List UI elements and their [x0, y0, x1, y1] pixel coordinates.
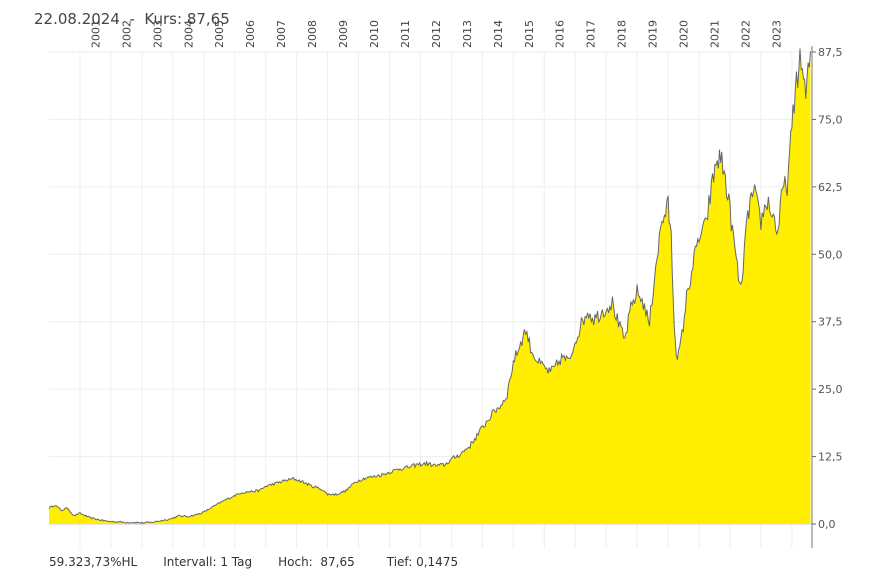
x-tick-label: 2018	[616, 20, 629, 48]
x-tick-label: 2004	[182, 20, 195, 48]
x-tick-label: 2013	[461, 20, 474, 48]
x-tick-label: 2008	[306, 20, 319, 48]
footer-low-value: 0,1475	[416, 555, 459, 569]
header-title: 22.08.2024 - Kurs: 87,65	[34, 10, 230, 28]
y-tick-label: 87,5	[818, 46, 843, 59]
footer-performance: 59.323,73%HL	[49, 555, 138, 569]
x-tick-label: 2022	[739, 20, 752, 48]
footer-interval: Intervall: 1 Tag	[163, 555, 253, 569]
header-separator: -	[129, 10, 135, 28]
x-tick-label: 2002	[120, 20, 133, 48]
x-tick-label: 2006	[244, 20, 257, 48]
x-tick-label: 2012	[430, 20, 443, 48]
header-price-value: 87,65	[186, 10, 230, 28]
x-tick-label: 2001	[89, 20, 102, 48]
x-tick-label: 2021	[708, 20, 721, 48]
x-tick-label: 2007	[275, 20, 288, 48]
footer-high-label: Hoch:	[278, 555, 313, 569]
x-tick-label: 2011	[399, 20, 412, 48]
y-axis: 0,0 12,5 25,0 37,5 50,0 62,5 75,0 87,5	[811, 46, 843, 548]
x-tick-label: 2019	[647, 20, 660, 48]
y-tick-label: 37,5	[818, 316, 843, 329]
x-tick-label: 2016	[554, 20, 567, 48]
x-axis: 2001 2002 2003 2004 2005 2006 2007 2008 2009 2010…	[89, 20, 783, 48]
x-tick-label: 2003	[151, 20, 164, 48]
price-line	[48, 48, 811, 524]
footer-low-label: Tief:	[386, 555, 413, 569]
x-tick-label: 2015	[523, 20, 536, 48]
header-price-label: Kurs:	[144, 10, 183, 28]
header-date: 22.08.2024	[34, 10, 120, 28]
x-tick-label: 2009	[337, 20, 350, 48]
y-tick-label: 12,5	[818, 451, 843, 464]
x-tick-label: 2014	[492, 20, 505, 48]
x-tick-label: 2017	[585, 20, 598, 48]
y-tick-label: 75,0	[818, 113, 843, 126]
footer-info: 59.323,73%HL Intervall: 1 Tag Hoch: 87,6…	[49, 555, 458, 569]
x-tick-label: 2023	[770, 20, 783, 48]
y-tick-label: 62,5	[818, 181, 843, 194]
footer-high-value: 87,65	[320, 555, 355, 569]
y-tick-label: 0,0	[818, 518, 836, 531]
x-tick-label: 2010	[368, 20, 381, 48]
y-tick-label: 25,0	[818, 383, 843, 396]
x-tick-label: 2005	[213, 20, 226, 48]
x-tick-label: 2020	[678, 20, 691, 48]
price-area	[49, 48, 811, 524]
y-tick-label: 50,0	[818, 248, 843, 261]
